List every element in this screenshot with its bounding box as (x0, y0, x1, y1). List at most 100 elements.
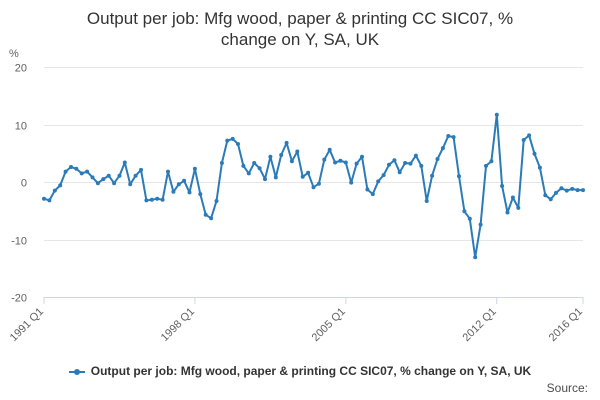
data-point (500, 184, 505, 188)
data-point (365, 187, 370, 192)
data-point (430, 173, 435, 178)
data-point (182, 178, 187, 183)
data-point (537, 165, 542, 170)
data-point (198, 192, 203, 197)
data-point (279, 153, 284, 157)
data-point (284, 140, 289, 145)
data-point (225, 138, 230, 143)
data-point (570, 186, 575, 191)
data-point (166, 169, 170, 174)
data-point (484, 163, 488, 168)
data-point (354, 161, 359, 166)
data-point (581, 188, 585, 193)
y-tick-labels: 20 10 0 -10 -20 (11, 63, 27, 305)
x-tick-label: 2012 Q1 (461, 306, 499, 344)
data-point (489, 159, 494, 164)
data-point (133, 173, 138, 178)
data-point (106, 173, 111, 178)
data-point (516, 205, 521, 210)
data-point (69, 165, 73, 169)
data-point (236, 142, 240, 146)
data-point (187, 190, 192, 195)
data-point (85, 169, 90, 174)
data-point (144, 198, 149, 203)
data-point (462, 209, 467, 214)
data-point (360, 154, 364, 159)
data-point (241, 163, 246, 168)
legend-series-label: Output per job: Mfg wood, paper & printi… (90, 364, 532, 378)
data-point (155, 196, 160, 201)
data-point (387, 162, 391, 167)
data-point (192, 166, 197, 171)
data-point (63, 169, 68, 174)
x-tick-label: 1998 Q1 (159, 306, 197, 344)
data-point (311, 185, 316, 190)
data-point (289, 159, 294, 164)
data-point (397, 170, 402, 175)
data-point (419, 163, 424, 168)
data-point (548, 197, 553, 202)
data-point (246, 171, 251, 176)
data-point (214, 199, 219, 203)
data-point (527, 133, 532, 138)
data-point (451, 135, 456, 140)
data-point (376, 179, 381, 184)
data-point (349, 180, 354, 185)
y-tick-label: 10 (15, 121, 27, 133)
legend[interactable]: Output per job: Mfg wood, paper & printi… (0, 364, 600, 378)
data-point (392, 158, 397, 163)
data-point (300, 174, 305, 179)
data-point (42, 196, 46, 201)
chart-title-line-1: Output per job: Mfg wood, paper & printi… (86, 9, 514, 28)
x-tick-label: 1991 Q1 (8, 306, 46, 344)
x-tick-label: 2016 Q1 (547, 306, 585, 344)
data-point (532, 151, 537, 156)
data-point (128, 182, 133, 187)
data-point (117, 173, 122, 178)
gridlines (44, 67, 583, 241)
data-point (257, 166, 262, 171)
legend-series-marker (68, 368, 85, 376)
data-point (149, 197, 154, 202)
data-point (575, 188, 580, 193)
data-point (473, 255, 478, 260)
data-point (263, 177, 267, 182)
data-point (171, 189, 176, 194)
data-point (273, 175, 278, 180)
legend-dot (73, 368, 80, 375)
data-point (435, 157, 440, 161)
data-point (95, 181, 100, 186)
y-tick-label: 0 (21, 178, 27, 190)
data-point (403, 161, 408, 165)
data-point (268, 154, 273, 159)
data-point (543, 193, 548, 198)
data-point (510, 195, 515, 200)
data-point (440, 146, 445, 151)
data-point (79, 171, 84, 176)
data-point (47, 198, 52, 203)
data-point (564, 188, 569, 193)
data-point (381, 173, 386, 178)
data-point (160, 197, 165, 202)
data-point (478, 222, 483, 227)
data-point (343, 160, 348, 165)
data-point (219, 161, 224, 165)
data-point (505, 210, 510, 215)
data-point (139, 167, 143, 172)
data-point (295, 149, 300, 154)
data-point (112, 181, 117, 186)
y-tick-label: -10 (11, 236, 27, 248)
data-point (521, 138, 526, 142)
data-point (203, 212, 208, 217)
data-point (413, 153, 418, 158)
data-point (52, 188, 57, 193)
chart-title: Output per job: Mfg wood, paper & printi… (0, 8, 600, 50)
data-point (338, 158, 343, 163)
data-point (408, 161, 413, 166)
source-label: Source: (546, 381, 588, 395)
data-point (90, 175, 95, 180)
data-point (209, 216, 214, 221)
data-point (316, 181, 321, 186)
data-point (494, 112, 499, 117)
data-point (333, 160, 338, 165)
